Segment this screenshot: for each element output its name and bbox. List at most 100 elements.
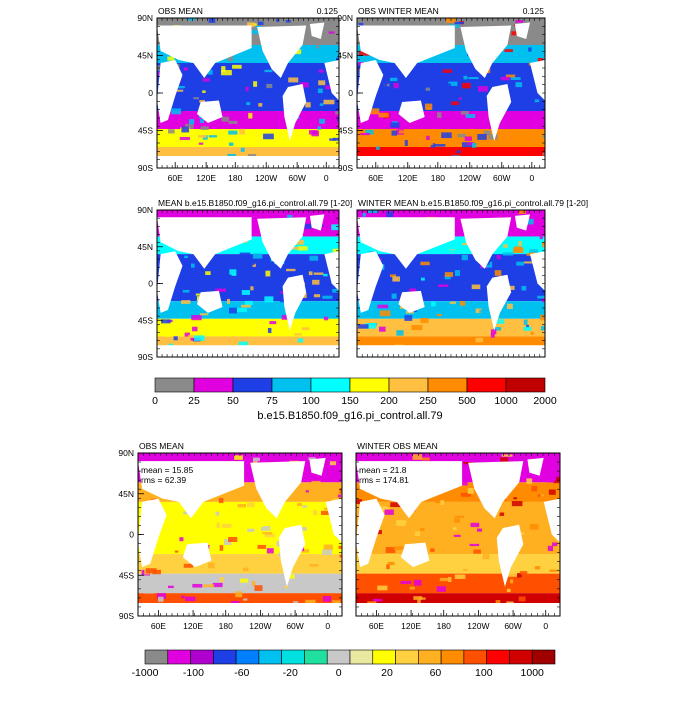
- field-patch: [302, 505, 308, 508]
- field-patch: [365, 129, 374, 135]
- land-mask: [460, 25, 512, 78]
- field-patch: [197, 135, 207, 138]
- field-patch: [309, 255, 319, 261]
- field-patch: [457, 325, 466, 328]
- x-tick-label: 60W: [286, 621, 303, 631]
- field-patch: [469, 543, 480, 547]
- field-patch: [556, 476, 560, 482]
- field-patch: [549, 569, 558, 572]
- field-patch: [199, 118, 205, 124]
- field-patch: [308, 271, 313, 276]
- field-patch: [503, 244, 508, 248]
- field-patch: [494, 270, 502, 276]
- y-tick-label: 45S: [138, 315, 153, 325]
- field-patch: [490, 329, 497, 335]
- field-patch: [413, 596, 423, 600]
- field-patch: [379, 310, 391, 317]
- field-patch: [221, 70, 232, 76]
- colorbar-box: [509, 649, 533, 665]
- field-patch: [375, 146, 380, 150]
- field-patch: [362, 212, 366, 217]
- field-patch: [339, 488, 342, 494]
- field-patch: [518, 596, 526, 602]
- colorbar-box: [271, 377, 312, 393]
- field-patch: [305, 599, 316, 605]
- field-patch: [414, 579, 422, 586]
- field-patch: [188, 119, 195, 125]
- field-patch: [456, 150, 461, 154]
- field-patch: [226, 298, 231, 304]
- panel-title: WINTER MEAN b.e15.B1850.f09_g16.pi_contr…: [358, 198, 588, 208]
- field-patch: [323, 544, 333, 551]
- y-tick-label: 0: [148, 88, 153, 98]
- field-patch: [409, 288, 417, 295]
- x-tick-label: 180: [431, 173, 445, 183]
- x-tick-label: 120E: [401, 621, 421, 631]
- field-patch: [464, 136, 472, 141]
- stat-label: rms = 174.81: [359, 475, 409, 485]
- field-patch: [181, 126, 190, 133]
- field-band: [356, 554, 560, 574]
- stat-label: mean = 15.85: [141, 465, 193, 475]
- field-patch: [254, 585, 263, 591]
- field-patch: [284, 585, 289, 589]
- field-patch: [295, 49, 302, 55]
- field-patch: [458, 480, 468, 486]
- field-patch: [493, 327, 502, 331]
- field-patch: [264, 296, 274, 303]
- x-tick-label: 120E: [196, 173, 216, 183]
- field-patch: [285, 20, 291, 23]
- colorbar-box: [154, 377, 195, 393]
- field-patch: [391, 293, 397, 299]
- land-mask: [250, 461, 306, 519]
- field-patch: [309, 85, 317, 89]
- land-mask: [460, 217, 512, 269]
- field-band: [157, 318, 339, 337]
- colorbar-box: [326, 649, 351, 665]
- field-patch: [501, 454, 513, 457]
- field-patch: [239, 128, 245, 135]
- field-patch: [215, 511, 220, 516]
- field-patch: [143, 587, 155, 594]
- field-patch: [404, 315, 413, 321]
- field-patch: [453, 534, 461, 537]
- field-patch: [515, 82, 523, 88]
- field-patch: [518, 210, 526, 214]
- colorbar-box: [304, 649, 328, 665]
- field-patch: [317, 126, 322, 130]
- y-tick-label: 45N: [137, 242, 153, 252]
- colorbar-label: -100: [183, 667, 204, 679]
- field-patch: [537, 295, 545, 299]
- field-patch: [441, 132, 452, 139]
- land-mask: [514, 214, 530, 231]
- colorbar-box: [235, 649, 260, 665]
- land-mask: [157, 25, 252, 78]
- field-patch: [181, 300, 191, 304]
- land-mask: [400, 542, 430, 568]
- stat-label: mean = 21.8: [359, 465, 407, 475]
- field-patch: [185, 124, 194, 129]
- y-tick-label: 90S: [138, 163, 153, 173]
- field-patch: [339, 554, 342, 558]
- field-patch: [370, 118, 380, 122]
- field-patch: [247, 536, 258, 542]
- land-mask: [325, 498, 342, 543]
- land-mask: [356, 603, 560, 616]
- field-patch: [461, 599, 473, 603]
- field-patch: [534, 566, 541, 570]
- y-tick-label: 0: [348, 88, 353, 98]
- field-patch: [247, 528, 255, 532]
- field-patch: [548, 489, 556, 495]
- field-patch: [423, 264, 428, 268]
- field-patch: [227, 55, 234, 62]
- field-patch: [179, 537, 184, 542]
- colorbar-box: [395, 649, 419, 665]
- field-patch: [393, 82, 399, 89]
- field-patch: [208, 135, 218, 138]
- field-patch: [239, 252, 251, 258]
- y-tick-label: 45N: [337, 51, 353, 61]
- field-patch: [251, 580, 256, 587]
- field-patch: [439, 577, 451, 582]
- y-tick-label: 45S: [119, 570, 134, 580]
- field-patch: [380, 94, 391, 99]
